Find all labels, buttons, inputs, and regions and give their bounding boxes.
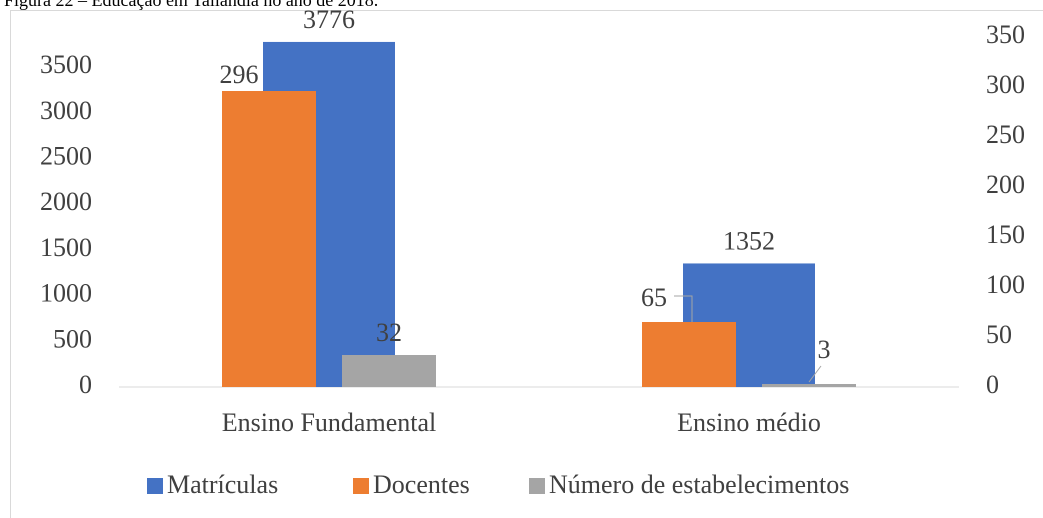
caption-bg (0, 0, 1043, 9)
x-tick-label: Ensino Fundamental (222, 408, 436, 437)
y-tick-label: 3000 (40, 96, 92, 125)
chart-frame (10, 10, 1043, 518)
legend-swatch (529, 478, 545, 494)
y-tick-label: 2500 (40, 142, 92, 171)
y2-tick-label: 100 (986, 270, 1025, 299)
y-tick-label: 1500 (40, 233, 92, 262)
data-label: 3 (818, 335, 831, 364)
legend-label: Matrículas (167, 470, 278, 499)
data-label: 296 (220, 60, 259, 89)
y2-tick-label: 250 (986, 120, 1025, 149)
bar (342, 355, 436, 387)
y-tick-label: 0 (79, 370, 92, 399)
data-label: 3776 (303, 5, 355, 34)
leader-line (674, 295, 693, 322)
legend-label: Docentes (373, 470, 470, 499)
data-label: 65 (641, 283, 667, 312)
y2-tick-label: 350 (986, 20, 1025, 49)
data-label: 32 (376, 318, 402, 347)
y2-tick-label: 0 (986, 370, 999, 399)
y-tick-label: 500 (53, 324, 92, 353)
y-tick-label: 3500 (40, 50, 92, 79)
y-tick-label: 1000 (40, 279, 92, 308)
legend-swatch (147, 478, 163, 494)
bar (222, 91, 316, 387)
caption: Figura 22 – Educação em Tailândia no ano… (4, 0, 378, 10)
legend-swatch (353, 478, 369, 494)
y2-tick-label: 300 (986, 70, 1025, 99)
y2-tick-label: 50 (986, 320, 1012, 349)
bar (642, 322, 736, 387)
leader-line (808, 365, 822, 383)
y-tick-label: 2000 (40, 187, 92, 216)
data-label: 1352 (723, 226, 775, 255)
y2-tick-label: 150 (986, 220, 1025, 249)
x-tick-label: Ensino médio (677, 408, 821, 437)
bar (762, 384, 856, 387)
legend-label: Número de estabelecimentos (549, 470, 849, 499)
y2-tick-label: 200 (986, 170, 1025, 199)
